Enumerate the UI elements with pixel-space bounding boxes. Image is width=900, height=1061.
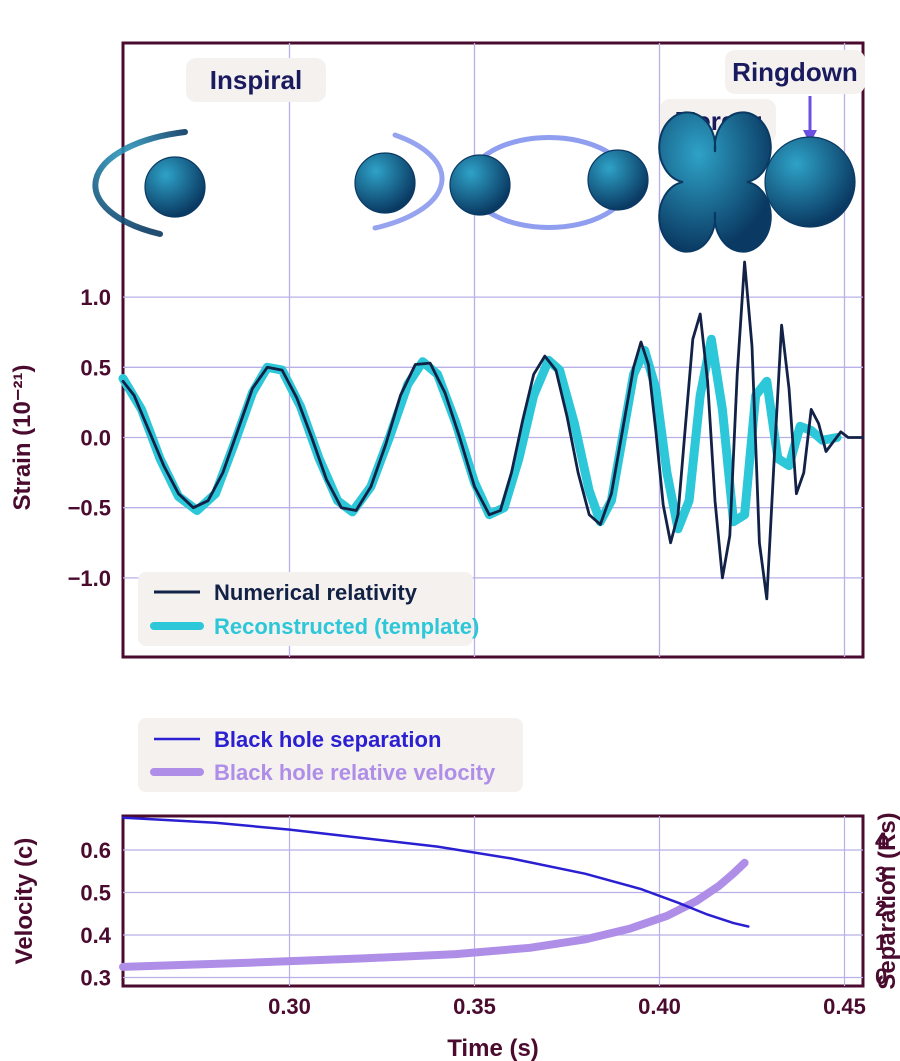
- phase-ringdown-label-text: Ringdown: [732, 57, 858, 87]
- top-legend: Numerical relativity Reconstructed (templ…: [138, 572, 479, 646]
- bottom-ylabel-right: Separation (Rs): [874, 812, 900, 989]
- legend-sep: Black hole separation: [214, 727, 441, 752]
- legend-vel: Black hole relative velocity: [214, 760, 496, 785]
- top-y-axis-title: Strain (10⁻²¹): [9, 364, 36, 510]
- series-velocity: [123, 863, 745, 967]
- bh-inspiral-2: [355, 153, 415, 213]
- series-separation: [123, 818, 748, 927]
- bh-ringdown: [765, 137, 855, 227]
- top-ytick: 1.0: [80, 285, 111, 310]
- bottom-yltick: 0.5: [80, 881, 111, 906]
- bottom-legend: Black hole separation Black hole relative…: [138, 718, 523, 792]
- bh-inspiral-4: [588, 150, 648, 210]
- top-ytick: 0.5: [80, 355, 111, 380]
- bottom-xtick: 0.30: [268, 994, 311, 1019]
- figure-root: −1.0−0.50.00.51.0Strain (10⁻²¹)InspiralM…: [0, 0, 900, 1061]
- bottom-yltick: 0.3: [80, 966, 111, 991]
- bh-inspiral-3: [450, 155, 510, 215]
- bottom-xtick: 0.40: [638, 994, 681, 1019]
- top-ytick: −0.5: [68, 496, 111, 521]
- bottom-yltick: 0.4: [80, 923, 111, 948]
- phase-inspiral-label-text: Inspiral: [210, 65, 302, 95]
- bh-inspiral-1: [145, 157, 205, 217]
- bottom-xtick: 0.45: [823, 994, 866, 1019]
- bottom-yltick: 0.6: [80, 838, 111, 863]
- legend-nr: Numerical relativity: [214, 580, 418, 605]
- bottom-ylabel-left: Velocity (c): [11, 838, 38, 965]
- bottom-xlabel: Time (s): [447, 1035, 539, 1061]
- top-ytick: −1.0: [68, 566, 111, 591]
- legend-recon: Reconstructed (template): [214, 614, 479, 639]
- top-ytick: 0.0: [80, 426, 111, 451]
- bottom-xtick: 0.35: [453, 994, 496, 1019]
